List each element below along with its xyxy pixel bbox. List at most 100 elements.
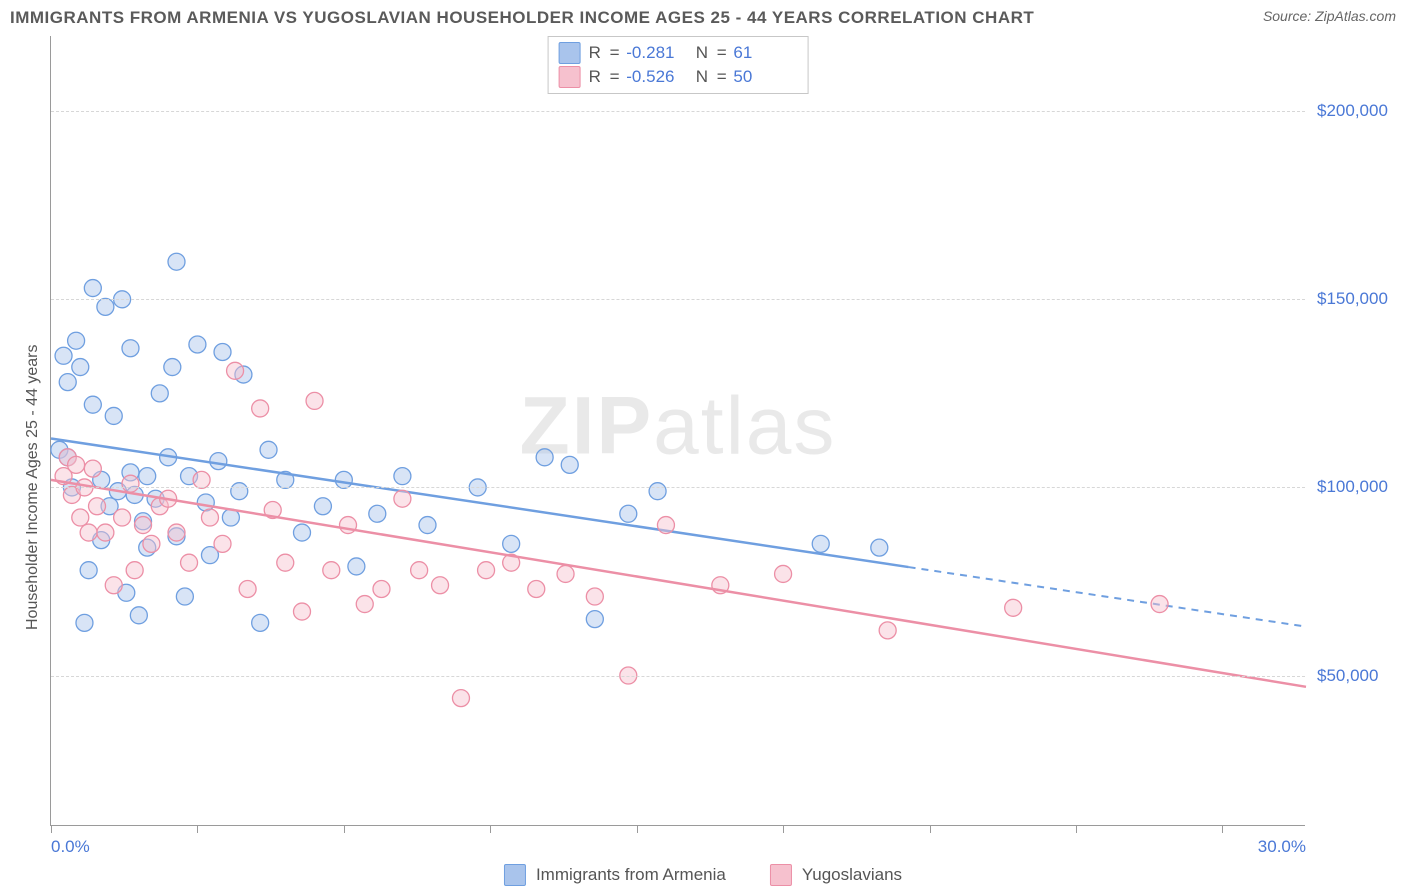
data-point — [114, 509, 131, 526]
legend-stat-text: R = -0.526 N = 50 — [589, 65, 794, 89]
x-tick — [637, 825, 638, 833]
data-point — [210, 453, 227, 470]
data-point — [369, 505, 386, 522]
data-point — [503, 535, 520, 552]
data-point — [59, 374, 76, 391]
data-point — [84, 396, 101, 413]
x-tick — [1222, 825, 1223, 833]
y-tick-label: $100,000 — [1317, 477, 1388, 497]
data-point — [80, 524, 97, 541]
legend-label: Immigrants from Armenia — [536, 865, 726, 885]
data-point — [812, 535, 829, 552]
source-label: Source: ZipAtlas.com — [1263, 8, 1396, 24]
data-point — [126, 562, 143, 579]
x-tick — [197, 825, 198, 833]
x-tick — [1076, 825, 1077, 833]
legend-swatch — [559, 42, 581, 64]
data-point — [252, 400, 269, 417]
legend-stat-text: R = -0.281 N = 61 — [589, 41, 794, 65]
legend-label: Yugoslavians — [802, 865, 902, 885]
data-point — [586, 611, 603, 628]
data-point — [122, 475, 139, 492]
data-point — [306, 392, 323, 409]
data-point — [879, 622, 896, 639]
data-point — [561, 456, 578, 473]
data-point — [135, 517, 152, 534]
trend-line — [51, 439, 909, 568]
data-point — [411, 562, 428, 579]
data-point — [193, 471, 210, 488]
data-point — [356, 596, 373, 613]
data-point — [620, 505, 637, 522]
data-point — [239, 581, 256, 598]
data-point — [68, 456, 85, 473]
data-point — [432, 577, 449, 594]
data-point — [89, 498, 106, 515]
scatter-svg — [51, 36, 1305, 825]
data-point — [314, 498, 331, 515]
legend-item: Yugoslavians — [770, 864, 902, 886]
data-point — [181, 554, 198, 571]
y-tick-label: $150,000 — [1317, 289, 1388, 309]
chart-title: IMMIGRANTS FROM ARMENIA VS YUGOSLAVIAN H… — [10, 8, 1034, 27]
data-point — [323, 562, 340, 579]
data-point — [775, 565, 792, 582]
gridline — [51, 111, 1305, 112]
data-point — [1151, 596, 1168, 613]
data-point — [139, 468, 156, 485]
y-tick-label: $200,000 — [1317, 101, 1388, 121]
data-point — [528, 581, 545, 598]
data-point — [214, 535, 231, 552]
data-point — [294, 524, 311, 541]
data-point — [214, 344, 231, 361]
data-point — [72, 509, 89, 526]
data-point — [143, 535, 160, 552]
data-point — [227, 362, 244, 379]
data-point — [260, 441, 277, 458]
x-axis-label: 0.0% — [51, 837, 90, 857]
data-point — [277, 554, 294, 571]
data-point — [97, 524, 114, 541]
data-point — [197, 494, 214, 511]
data-point — [176, 588, 193, 605]
trend-line — [51, 480, 1306, 687]
data-point — [478, 562, 495, 579]
data-point — [168, 253, 185, 270]
data-point — [452, 690, 469, 707]
trend-line-extrapolated — [909, 567, 1306, 627]
data-point — [189, 336, 206, 353]
legend-stat-row: R = -0.526 N = 50 — [559, 65, 794, 89]
data-point — [348, 558, 365, 575]
legend-item: Immigrants from Armenia — [504, 864, 726, 886]
legend-swatch — [770, 864, 792, 886]
x-tick — [490, 825, 491, 833]
data-point — [394, 468, 411, 485]
data-point — [871, 539, 888, 556]
data-point — [68, 332, 85, 349]
data-point — [80, 562, 97, 579]
data-point — [55, 347, 72, 364]
data-point — [557, 565, 574, 582]
gridline — [51, 299, 1305, 300]
data-point — [84, 280, 101, 297]
plot-area: ZIPatlas R = -0.281 N = 61R = -0.526 N =… — [50, 36, 1305, 826]
data-point — [252, 614, 269, 631]
data-point — [373, 581, 390, 598]
data-point — [201, 509, 218, 526]
data-point — [586, 588, 603, 605]
y-axis-label: Householder Income Ages 25 - 44 years — [24, 345, 42, 631]
legend-series: Immigrants from Armenia Yugoslavians — [504, 864, 902, 886]
data-point — [151, 385, 168, 402]
gridline — [51, 676, 1305, 677]
data-point — [394, 490, 411, 507]
data-point — [84, 460, 101, 477]
data-point — [649, 483, 666, 500]
data-point — [657, 517, 674, 534]
data-point — [1005, 599, 1022, 616]
legend-stats: R = -0.281 N = 61R = -0.526 N = 50 — [548, 36, 809, 94]
data-point — [76, 614, 93, 631]
data-point — [72, 359, 89, 376]
data-point — [122, 340, 139, 357]
data-point — [130, 607, 147, 624]
data-point — [335, 471, 352, 488]
